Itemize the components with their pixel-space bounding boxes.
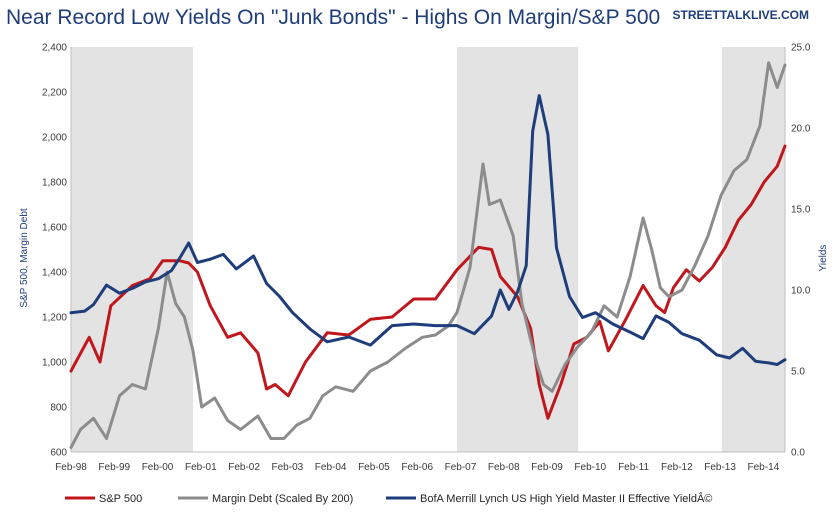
y2-tick-label: 15.0: [791, 205, 811, 216]
x-tick-label: Feb-05: [358, 462, 390, 473]
chart-title: Near Record Low Yields On "Junk Bonds" -…: [6, 6, 660, 29]
x-tick-label: Feb-11: [618, 462, 649, 473]
legend-label-1: S&P 500: [99, 493, 142, 505]
y-tick-label: 800: [50, 403, 67, 414]
y2-tick-label: 5.0: [791, 367, 805, 378]
x-tick-label: Feb-06: [401, 462, 433, 473]
x-tick-label: Feb-07: [445, 462, 477, 473]
x-tick-label: Feb-14: [748, 462, 780, 473]
series-line-2: [69, 61, 787, 449]
y-tick-label: 1,200: [42, 313, 67, 324]
source-watermark: STREETTALKLIVE.COM: [673, 8, 809, 22]
y-tick-label: 1,400: [42, 268, 67, 279]
y2-tick-label: 25.0: [791, 43, 811, 54]
series-group: [69, 61, 787, 449]
x-tick-label: Feb-99: [98, 462, 130, 473]
recession-band-3: [721, 47, 785, 452]
series-line-3: [69, 94, 787, 366]
recession-band-1: [71, 47, 194, 452]
x-tick-label: Feb-09: [531, 462, 563, 473]
y-tick-label: 1,800: [42, 178, 67, 189]
y2-tick-label: 10.0: [791, 286, 811, 297]
x-tick-label: Feb-08: [488, 462, 520, 473]
y-tick-label: 2,000: [42, 133, 67, 144]
y-tick-label: 2,400: [42, 43, 67, 54]
y2-tick-label: 20.0: [791, 124, 811, 135]
x-tick-label: Feb-02: [228, 462, 260, 473]
axes-group: 600 800 1,000 1,200 1,400 1,600 1,800 2,000 2,20…: [42, 43, 811, 474]
series-line-1: [69, 144, 787, 420]
x-tick-label: Feb-13: [704, 462, 736, 473]
legend: S&P 500 Margin Debt (Scaled By 200) BofA M…: [65, 492, 712, 505]
y-axis-label: S&P 500, Margin Debt: [19, 208, 30, 308]
legend-label-2: Margin Debt (Scaled By 200): [212, 493, 353, 505]
y2-axis-label: Yields: [818, 245, 829, 272]
y-tick-label: 1,600: [42, 223, 67, 234]
x-tick-label: Feb-98: [55, 462, 87, 473]
y-tick-label: 1,000: [42, 358, 67, 369]
x-tick-label: Feb-10: [574, 462, 606, 473]
y-tick-label: 2,200: [42, 88, 67, 99]
x-tick-label: Feb-04: [315, 462, 347, 473]
y-tick-label: 600: [50, 448, 67, 459]
x-tick-label: Feb-12: [661, 462, 693, 473]
x-tick-label: Feb-00: [142, 462, 174, 473]
y2-tick-label: 0.0: [791, 448, 805, 459]
x-tick-label: Feb-01: [185, 462, 217, 473]
legend-label-3: BofA Merrill Lynch US High Yield Master …: [420, 492, 712, 505]
x-tick-label: Feb-03: [272, 462, 304, 473]
